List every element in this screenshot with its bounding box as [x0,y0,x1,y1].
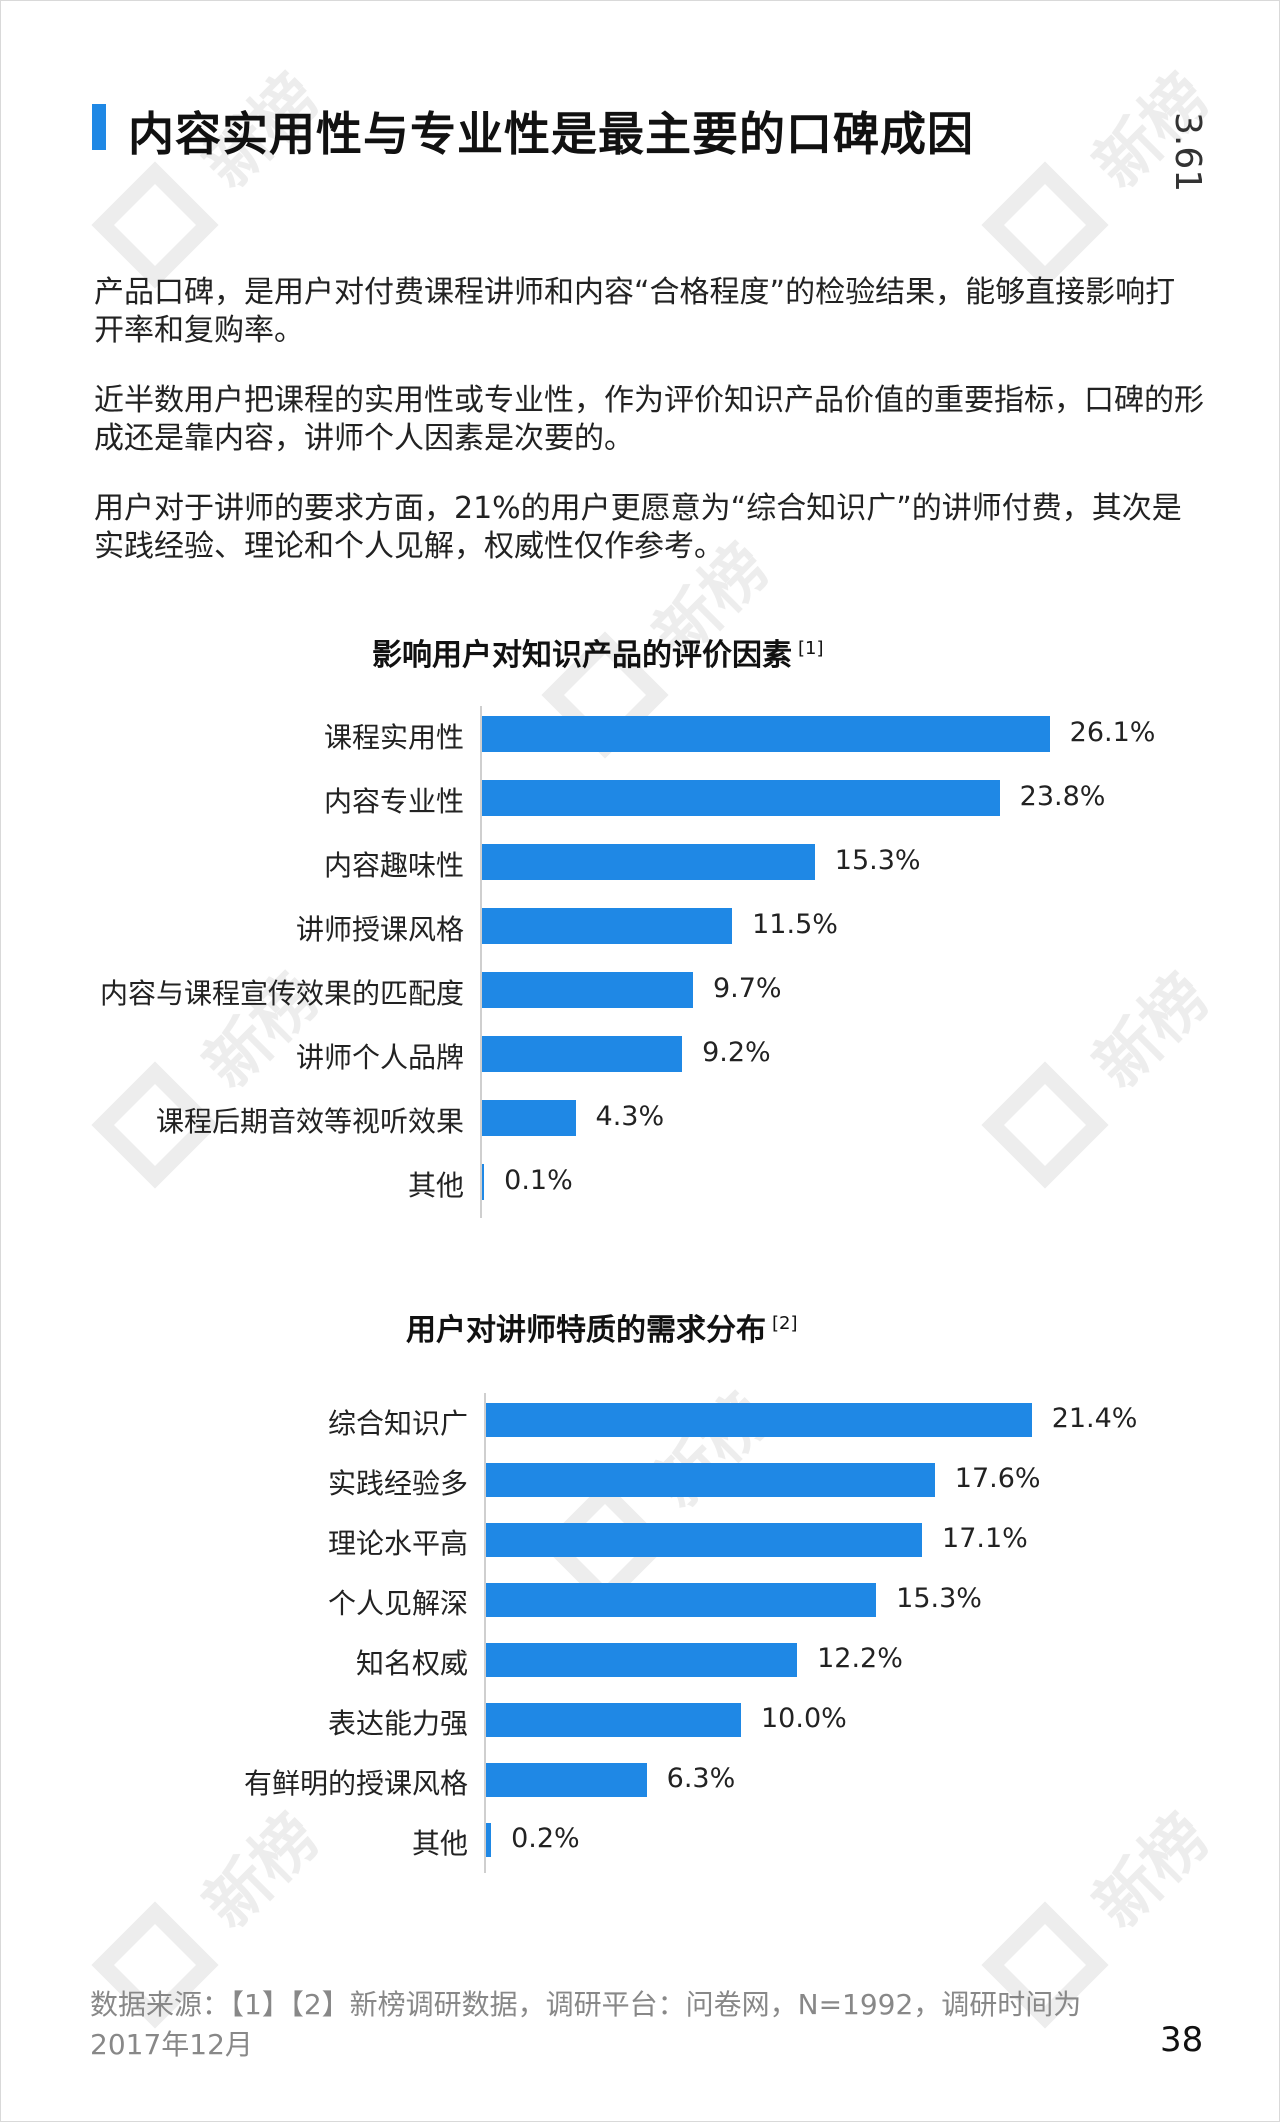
bar-value-label: 21.4% [1051,1403,1138,1434]
chart-title-text: 用户对讲师特质的需求分布 [406,1313,766,1348]
bar [482,1100,576,1136]
bar-category-label: 课程实用性 [323,721,464,754]
bar [482,908,733,944]
page-number: 38 [1160,2020,1204,2060]
bar [482,1164,485,1200]
paragraph-1: 产品口碑，是用户对付费课程讲师和内容“合格程度”的检验结果，能够直接影响打开率和… [94,275,1176,348]
page-title: 内容实用性与专业性是最主要的口碑成因 [128,107,974,161]
bar-value-label: 6.3% [666,1763,736,1794]
bar [482,844,815,880]
bar-value-label: 0.2% [511,1823,580,1854]
bar [486,1703,741,1737]
bar-category-label: 讲师个人品牌 [295,1041,464,1074]
bar-value-label: 9.7% [712,973,782,1004]
chart-title: 用户对讲师特质的需求分布 [2] [406,1305,798,1349]
bar [486,1763,647,1797]
bar-category-label: 课程后期音效等视听效果 [155,1105,464,1138]
bar [486,1523,923,1557]
bar-value-label: 15.3% [896,1583,982,1614]
chart-title: 影响用户对知识产品的评价因素 [1] [372,630,824,674]
bar-category-label: 表达能力强 [327,1707,468,1740]
bar-category-label: 其他 [407,1169,464,1202]
bar-value-label: 9.2% [702,1037,771,1068]
chart-evaluation-factors: 影响用户对知识产品的评价因素 [1] 课程实用性 26.1% 内容专业性 23.8% 内容… [0,630,1280,1220]
bar-category-label: 内容专业性 [323,785,464,818]
chart-title-note: [2] [772,1313,798,1334]
bar-value-label: 0.1% [504,1165,573,1196]
bar-value-label: 23.8% [1019,781,1106,812]
bar-value-label: 4.3% [595,1101,665,1132]
bar-category-label: 内容与课程宣传效果的匹配度 [99,977,464,1010]
paragraph-2: 近半数用户把课程的实用性或专业性，作为评价知识产品价值的重要指标，口碑的形成还是… [94,383,1204,456]
bar [482,1036,683,1072]
bar-category-label: 理论水平高 [327,1527,468,1560]
bar-value-label: 17.6% [954,1463,1041,1494]
data-source-footnote: 数据来源：【1】【2】新榜调研数据，调研平台：问卷网，N=1992，调研时间为2… [90,1988,1082,2061]
paragraph-3: 用户对于讲师的要求方面，21%的用户更愿意为“综合知识广”的讲师付费，其次是实践… [94,491,1182,564]
bar-category-label: 其他 [411,1827,468,1860]
bar [486,1463,935,1497]
side-number-text: 3.61 [1167,112,1208,193]
chart-axis-line [484,1393,486,1873]
bar [482,972,693,1008]
chart-axis-line [480,706,482,1218]
bar [482,780,1000,816]
bar-value-label: 26.1% [1069,717,1156,748]
bar-value-label: 15.3% [834,845,921,876]
bar [486,1823,492,1857]
bar [486,1643,798,1677]
bar-value-label: 12.2% [817,1643,903,1674]
bar-category-label: 个人见解深 [327,1587,468,1620]
bar [486,1403,1032,1437]
bar-category-label: 讲师授课风格 [295,913,464,946]
bar [482,716,1050,752]
bar [486,1583,877,1617]
title-accent-bar [92,104,106,150]
bar-category-label: 综合知识广 [327,1407,468,1440]
bar-category-label: 实践经验多 [327,1467,468,1500]
bar-value-label: 10.0% [761,1703,847,1734]
chart-title-note: [1] [798,638,824,659]
bar-value-label: 17.1% [942,1523,1028,1554]
bar-category-label: 知名权威 [355,1647,468,1680]
side-number: 3.61 [1160,112,1220,192]
chart-lecturer-traits: 用户对讲师特质的需求分布 [2] 综合知识广 21.4% 实践经验多 17.6% 理论水平… [0,1305,1280,1875]
chart-title-text: 影响用户对知识产品的评价因素 [372,638,792,673]
bar-category-label: 内容趣味性 [323,849,464,882]
bar-category-label: 有鲜明的授课风格 [243,1767,468,1800]
bar-value-label: 11.5% [752,909,838,940]
